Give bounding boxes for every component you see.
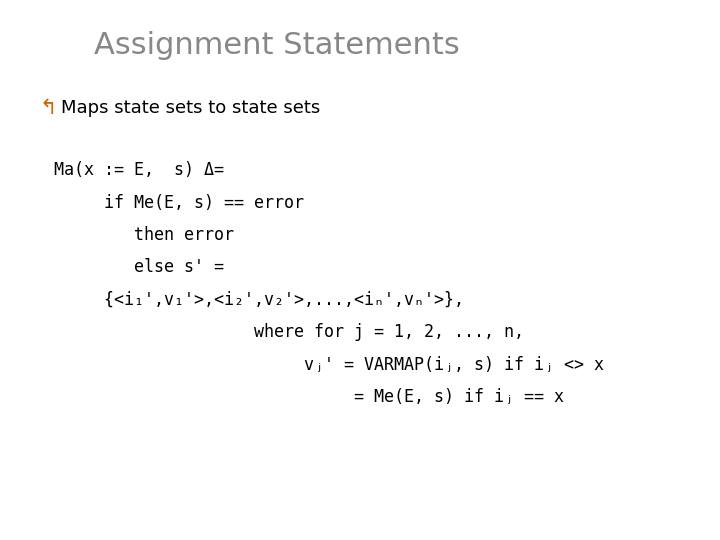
Text: {<i₁',v₁'>,<i₂',v₂'>,...,<iₙ',vₙ'>},: {<i₁',v₁'>,<i₂',v₂'>,...,<iₙ',vₙ'>},	[54, 291, 464, 309]
Text: else s' =: else s' =	[54, 258, 224, 276]
Text: Assignment Statements: Assignment Statements	[94, 31, 459, 60]
Text: Ma(x := E,  s) Δ=: Ma(x := E, s) Δ=	[54, 161, 224, 179]
Text: if Me(E, s) == error: if Me(E, s) == error	[54, 193, 304, 212]
Text: vⱼ' = VARMAP(iⱼ, s) if iⱼ <> x: vⱼ' = VARMAP(iⱼ, s) if iⱼ <> x	[54, 355, 604, 374]
Text: Maps state sets to state sets: Maps state sets to state sets	[61, 99, 320, 117]
Text: = Me(E, s) if iⱼ == x: = Me(E, s) if iⱼ == x	[54, 388, 564, 406]
Text: then error: then error	[54, 226, 234, 244]
Text: where for j = 1, 2, ..., n,: where for j = 1, 2, ..., n,	[54, 323, 524, 341]
Text: ↰: ↰	[40, 98, 57, 118]
